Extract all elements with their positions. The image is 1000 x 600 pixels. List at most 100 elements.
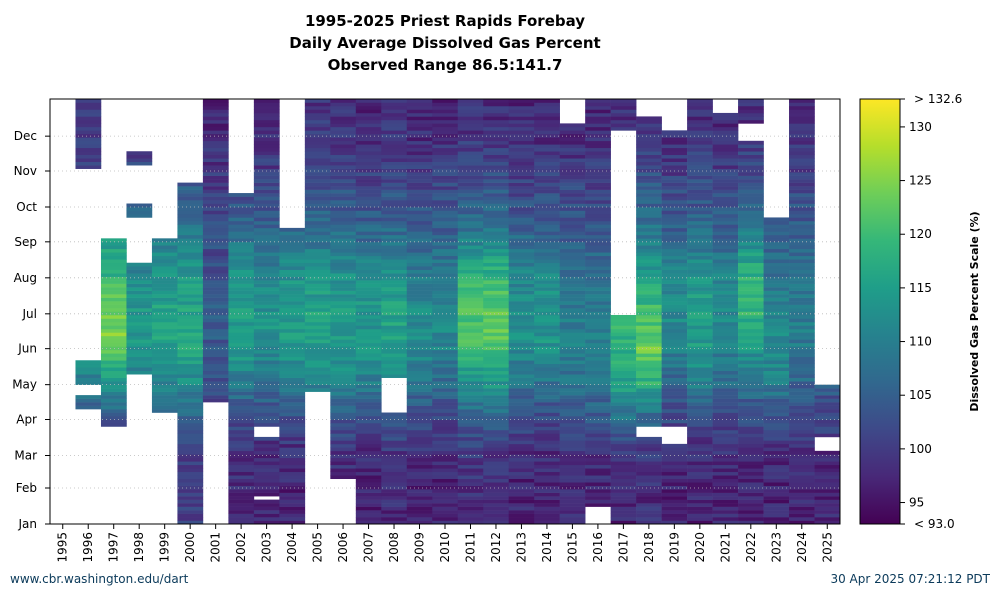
heatmap-cell	[712, 447, 739, 452]
heatmap-cell	[406, 126, 433, 131]
heatmap-cell	[483, 119, 510, 124]
colorbar-tick-label-115: 115	[909, 281, 932, 295]
heatmap-cell	[559, 332, 586, 337]
heatmap-cell	[381, 231, 408, 236]
heatmap-cell	[610, 485, 637, 490]
heatmap-cell	[789, 119, 815, 124]
heatmap-cell	[432, 429, 459, 434]
heatmap-cell	[304, 287, 331, 291]
heatmap-cell	[228, 321, 255, 326]
heatmap-cell	[279, 377, 306, 382]
heatmap-cell	[585, 367, 611, 372]
heatmap-cell	[534, 255, 560, 260]
heatmap-cell	[279, 346, 306, 351]
heatmap-cell	[661, 304, 688, 309]
heatmap-cell	[126, 151, 153, 156]
heatmap-cell	[508, 342, 535, 347]
heatmap-cell	[457, 384, 484, 389]
heatmap-cell	[457, 133, 484, 138]
heatmap-cell	[177, 398, 204, 403]
heatmap-cell	[202, 140, 229, 145]
heatmap-cell	[559, 182, 586, 187]
heatmap-cell	[253, 245, 280, 250]
heatmap-cell	[763, 318, 790, 323]
heatmap-cell	[738, 314, 764, 319]
heatmap-cell	[585, 384, 611, 389]
heatmap-cell	[687, 447, 713, 452]
colorbar-tick-label-100: 100	[909, 442, 932, 456]
heatmap-cell	[636, 360, 662, 365]
heatmap-cell	[100, 388, 127, 392]
heatmap-cell	[559, 409, 586, 413]
heatmap-cell	[432, 109, 459, 114]
heatmap-cell	[661, 377, 688, 382]
heatmap-column-2021	[712, 112, 739, 525]
heatmap-cell	[559, 234, 586, 239]
heatmap-cell	[661, 381, 688, 385]
heatmap-cell	[253, 381, 280, 385]
heatmap-cell	[483, 349, 510, 354]
heatmap-cell	[406, 248, 433, 253]
heatmap-cell	[457, 499, 484, 504]
heatmap-cell	[151, 374, 178, 378]
heatmap-cell	[712, 388, 739, 392]
heatmap-cell	[534, 360, 560, 365]
heatmap-cell	[483, 213, 510, 218]
heatmap-cell	[381, 262, 408, 267]
heatmap-cell	[789, 325, 815, 330]
heatmap-cell	[508, 217, 535, 222]
heatmap-cell	[457, 126, 484, 131]
heatmap-cell	[534, 433, 560, 438]
heatmap-cell	[304, 130, 331, 135]
heatmap-cell	[355, 461, 382, 466]
heatmap-cell	[712, 179, 739, 183]
heatmap-cell	[432, 464, 459, 469]
heatmap-cell	[355, 510, 382, 514]
heatmap-cell	[202, 346, 229, 351]
heatmap-cell	[636, 126, 662, 131]
heatmap-cell	[483, 388, 510, 392]
heatmap-cell	[253, 506, 280, 511]
heatmap-cell	[253, 241, 280, 246]
heatmap-cell	[253, 513, 280, 518]
heatmap-cell	[457, 478, 484, 483]
heatmap-cell	[432, 301, 459, 305]
heatmap-cell	[381, 489, 408, 493]
heatmap-cell	[304, 301, 331, 305]
heatmap-cell	[814, 482, 841, 486]
heatmap-cell	[712, 234, 739, 239]
heatmap-cell	[661, 193, 688, 197]
heatmap-cell	[177, 339, 204, 344]
heatmap-cell	[534, 384, 560, 389]
heatmap-cell	[228, 266, 255, 270]
heatmap-cell	[457, 513, 484, 518]
heatmap-cell	[406, 213, 433, 218]
heatmap-cell	[406, 144, 433, 149]
heatmap-cell	[559, 436, 586, 441]
heatmap-cell	[508, 241, 535, 246]
heatmap-cell	[202, 363, 229, 368]
heatmap-cell	[508, 245, 535, 250]
heatmap-cell	[738, 231, 764, 236]
heatmap-cell	[712, 130, 739, 135]
heatmap-cell	[253, 140, 280, 145]
heatmap-cell	[457, 168, 484, 173]
heatmap-cell	[687, 510, 713, 514]
heatmap-cell	[126, 367, 153, 372]
heatmap-cell	[712, 301, 739, 305]
heatmap-cell	[636, 325, 662, 330]
heatmap-cell	[126, 213, 153, 218]
heatmap-cell	[483, 133, 510, 138]
heatmap-cell	[355, 356, 382, 361]
heatmap-cell	[381, 520, 408, 525]
heatmap-cell	[610, 461, 637, 466]
heatmap-cell	[534, 496, 560, 500]
heatmap-cell	[457, 147, 484, 152]
heatmap-cell	[712, 517, 739, 521]
heatmap-cell	[228, 422, 255, 427]
heatmap-cell	[381, 332, 408, 337]
heatmap-cell	[432, 391, 459, 396]
heatmap-cell	[763, 457, 790, 462]
footer-source[interactable]: www.cbr.washington.edu/dart	[10, 572, 189, 586]
heatmap-cell	[151, 280, 178, 284]
